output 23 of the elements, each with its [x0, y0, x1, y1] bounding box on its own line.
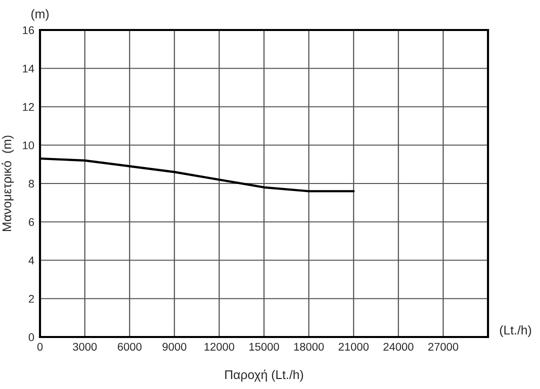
x-tick-label: 0: [37, 342, 43, 351]
x-tick-label: 21000: [338, 342, 369, 351]
y-tick-label: 2: [28, 294, 34, 303]
x-tick-label: 3000: [72, 342, 97, 351]
y-tick-label: 12: [22, 103, 34, 111]
x-tick-label: 15000: [249, 342, 280, 351]
y-tick-label: 0: [28, 333, 34, 342]
y-tick-label: 14: [22, 64, 34, 72]
y-tick-label: 6: [28, 218, 34, 226]
x-tick-label: 27000: [428, 342, 458, 351]
text: (Lt./h): [500, 325, 532, 337]
x-axis-title: Παροχή (Lt./h): [225, 370, 304, 382]
x-tick-label: 24000: [384, 342, 414, 351]
x-tick-label: 6000: [118, 342, 142, 351]
x-tick-label: 18000: [294, 342, 324, 351]
y-axis-title: Μανομετρικό (m): [2, 136, 14, 232]
y-tick-label: 16: [22, 26, 34, 34]
x-tick-label: 12000: [204, 342, 234, 351]
text: (m): [31, 9, 49, 21]
y-tick-label: 8: [28, 180, 34, 188]
y-tick-label: 10: [22, 141, 34, 150]
x-tick-label: 9000: [162, 342, 186, 351]
y-tick-label: 4: [28, 256, 34, 264]
